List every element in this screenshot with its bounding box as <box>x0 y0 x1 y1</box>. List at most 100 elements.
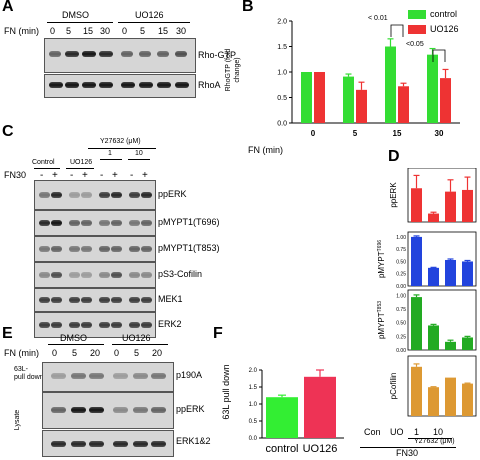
panel-c-blot-3 <box>34 262 156 288</box>
rhogtp-band <box>175 51 187 57</box>
panel-b-ytick-label: 0.0 <box>277 121 287 128</box>
panel-b-bar-control-5 <box>343 76 354 123</box>
panel-b-bar-control-30 <box>427 54 438 123</box>
panel-e-tp-4: 5 <box>134 348 140 358</box>
panel-d-bar-D1-UO <box>428 213 439 222</box>
panel-e-tp-1: 5 <box>72 348 78 358</box>
panel-b-ytick-label: 0.5 <box>277 95 287 102</box>
panel-e-band <box>71 373 86 379</box>
panel-f-ytick-label: 0.5 <box>249 419 258 425</box>
panel-c-band <box>141 272 152 278</box>
panel-a-tp-7: 30 <box>176 26 187 36</box>
panel-d-y-underline <box>408 438 452 439</box>
panel-b-ytick-label: 1.5 <box>277 44 287 51</box>
panel-c-band <box>69 246 80 252</box>
panel-d-bar-D1-Con <box>411 188 422 222</box>
panel-e-band <box>51 407 66 413</box>
panel-e-band <box>51 441 66 447</box>
panel-c-sign-7: + <box>142 170 148 181</box>
panel-f-chart: 0.0 0.5 1.0 1.5 2.0 control UO126 <box>249 368 344 455</box>
panel-e-tp-3: 0 <box>114 348 120 358</box>
panel-e-pulldown-label: 63L- pull down <box>14 366 44 381</box>
panel-d-frame-2 <box>407 289 477 351</box>
rhoa-band <box>139 82 153 88</box>
panel-e-group1: DMSO <box>60 333 87 343</box>
panel-d-bar-D1-1 <box>445 191 456 222</box>
panel-f-ylabel: 63L pull down <box>221 364 231 420</box>
panel-a-group2: UO126 <box>135 10 164 20</box>
panel-b-bar-UO126-30 <box>440 78 451 123</box>
panel-d-ytick-label: 0.75 <box>396 247 406 253</box>
panel-a-tp-4: 0 <box>122 26 128 36</box>
panel-c-band <box>99 322 110 328</box>
panel-d-bar-D2-1 <box>445 259 456 286</box>
panel-c-group-control: Control <box>32 159 55 166</box>
panel-b-xtick-label: 0 <box>311 129 316 138</box>
panel-c-band <box>81 246 92 252</box>
panel-a-fn-label: FN (min) <box>4 26 39 36</box>
panel-e-band <box>89 407 104 413</box>
panel-a-row-rhoa: RhoA <box>198 80 221 90</box>
panel-c-sign-3: + <box>82 170 88 181</box>
panel-a-tp-0: 0 <box>50 26 56 36</box>
panel-c-band <box>129 220 140 226</box>
panel-b-bar-UO126-15 <box>398 86 409 123</box>
panel-c-band <box>69 297 80 303</box>
panel-c-band <box>111 192 122 198</box>
panel-c-dose-1: 1 <box>108 150 112 157</box>
panel-a-tp-3: 30 <box>100 26 111 36</box>
panel-c-band <box>51 272 62 278</box>
panel-b-sig-bracket <box>390 24 404 37</box>
panel-c-u1 <box>34 168 60 169</box>
panel-c-dose1-underline <box>100 159 122 160</box>
panel-c-band <box>141 297 152 303</box>
panel-a-underline2 <box>118 22 190 23</box>
panel-e-band <box>113 407 128 413</box>
panel-c-band <box>111 297 122 303</box>
panel-b-sig2: <0.05 <box>406 41 424 48</box>
panel-c-sign-6: - <box>130 170 134 181</box>
rhogtp-band <box>49 51 61 57</box>
rhogtp-band <box>157 51 169 57</box>
panel-d-frame-0 <box>407 168 477 223</box>
panel-c-band <box>141 192 152 198</box>
panel-d-cat-10: 10 <box>433 427 444 437</box>
panel-c-band <box>111 220 122 226</box>
panel-e-band <box>89 441 104 447</box>
panel-c-dose-10: 10 <box>135 150 143 157</box>
panel-c-band <box>69 192 80 198</box>
panel-c-band <box>39 192 50 198</box>
panel-c-sign-4: - <box>100 170 104 181</box>
panel-a-group1: DMSO <box>62 10 89 20</box>
panel-b-bar-control-15 <box>385 46 396 123</box>
legend-swatch-control <box>408 10 426 19</box>
panel-e-blot-pperk <box>42 392 174 429</box>
panel-e-u2 <box>112 344 168 345</box>
panel-c-row-label-0: ppERK <box>158 189 187 199</box>
panel-c-row-label-3: pS3-Cofilin <box>158 269 203 279</box>
rhoa-band <box>82 82 96 88</box>
panel-b-xtick-label: 30 <box>435 129 444 138</box>
rhogtp-band <box>121 51 133 57</box>
panel-c-band <box>99 192 110 198</box>
rhoa-band <box>65 82 79 88</box>
panel-e-label: E <box>2 325 13 342</box>
panel-c-blot-0 <box>34 180 156 210</box>
rhoa-band <box>157 82 171 88</box>
panel-c-band <box>51 220 62 226</box>
panel-f-ytick-label: 1.5 <box>249 385 258 391</box>
panel-d-ytick-label: 0.25 <box>396 334 406 340</box>
panel-c-fn30-label: FN30 <box>4 170 27 180</box>
panel-b-sig-bracket <box>432 49 446 62</box>
panel-d-ytick-label: 1.00 <box>396 293 406 299</box>
panel-f-ytick-label: 0.0 <box>249 436 258 442</box>
panel-a-tp-1: 5 <box>66 26 72 36</box>
panel-c-band <box>81 297 92 303</box>
panel-d-bar-D4-UO <box>428 387 439 416</box>
panel-d-ytick-label: 0.50 <box>396 259 406 265</box>
panel-b-xtick-label: 5 <box>353 129 358 138</box>
panel-d-bar-D3-1 <box>445 341 456 350</box>
panel-c-sign-0: - <box>40 170 44 181</box>
panel-c-band <box>99 272 110 278</box>
panel-b-label: B <box>242 0 254 15</box>
